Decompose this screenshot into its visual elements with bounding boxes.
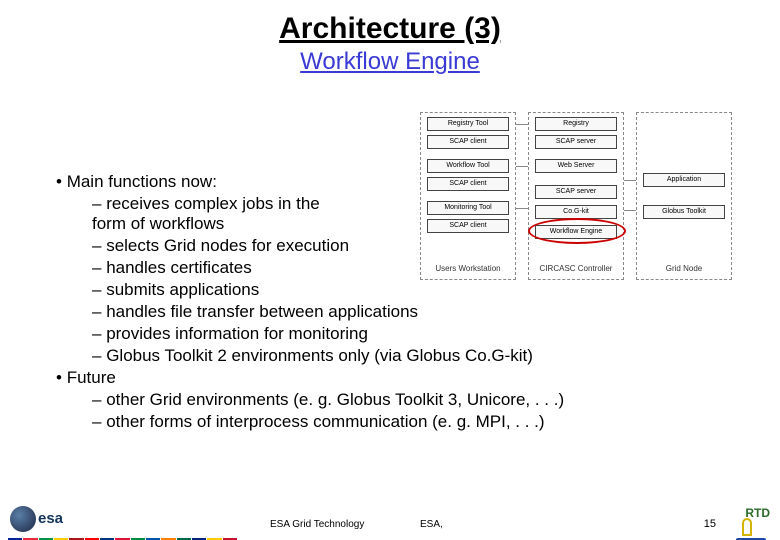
bullet-sub: Globus Toolkit 2 environments only (via … [92, 346, 716, 366]
bullet-main: Main functions now: [56, 172, 716, 192]
bullet-sub: selects Grid nodes for execution [92, 236, 352, 256]
bullet-sub: handles certificates [92, 258, 716, 278]
diag-box: Registry Tool [427, 117, 509, 131]
esa-logo: esa [8, 504, 72, 534]
footer-center-text2: ESA, [420, 519, 443, 530]
diag-connector [516, 166, 528, 167]
bullet-sub: receives complex jobs in the form of wor… [92, 194, 352, 234]
bullet-sub: handles file transfer between applicatio… [92, 302, 716, 322]
bullet-sub: provides information for monitoring [92, 324, 716, 344]
esa-logo-text: esa [38, 510, 63, 527]
bullet-main: Future [56, 368, 716, 388]
bullet-sub: other Grid environments (e. g. Globus To… [92, 390, 716, 410]
diag-box: SCAP client [427, 135, 509, 149]
diag-box: Workflow Tool [427, 159, 509, 173]
diag-box: Registry [535, 117, 617, 131]
microscope-icon [736, 514, 766, 540]
slide-subtitle: Workflow Engine [0, 48, 780, 76]
slide: Architecture (3) Workflow Engine Registr… [0, 12, 780, 540]
diag-box: Web Server [535, 159, 617, 173]
bullet-sub: submits applications [92, 280, 716, 300]
page-number: 15 [704, 518, 716, 530]
diag-connector [516, 124, 528, 125]
footer-center-text: ESA Grid Technology [270, 519, 530, 530]
slide-title: Architecture (3) [0, 12, 780, 46]
content-body: Main functions now: receives complex job… [56, 172, 716, 434]
bullet-sub: other forms of interprocess communicatio… [92, 412, 716, 432]
footer: esa ESA Grid Technology ESA, 15 RTD [0, 506, 780, 540]
diag-box: SCAP server [535, 135, 617, 149]
esa-logo-globe [10, 506, 36, 532]
